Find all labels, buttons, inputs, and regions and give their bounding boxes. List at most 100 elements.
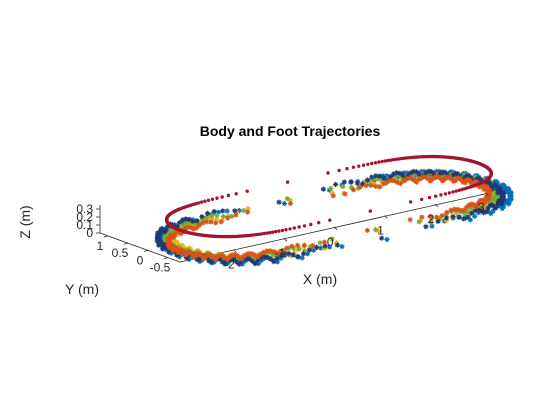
body-point (380, 159, 384, 164)
foot-point (209, 253, 215, 259)
foot-point (212, 256, 218, 262)
body-point (309, 222, 313, 227)
foot-point (333, 240, 339, 246)
body-point (292, 226, 296, 230)
series-1f3a73 (154, 168, 506, 267)
foot-point (186, 224, 192, 230)
foot-point (227, 254, 233, 260)
foot-point (488, 183, 494, 189)
foot-point (379, 235, 385, 241)
foot-point (220, 253, 226, 259)
foot-point (375, 176, 381, 182)
foot-point (448, 169, 454, 175)
body-point (302, 224, 307, 228)
foot-point (200, 220, 206, 226)
foot-point (452, 178, 458, 184)
foot-point (441, 177, 447, 183)
foot-point (244, 255, 250, 261)
foot-point (381, 181, 387, 187)
foot-point (394, 170, 400, 176)
body-point (460, 187, 464, 192)
foot-point (488, 211, 494, 217)
foot-point (197, 222, 203, 228)
foot-point (158, 239, 164, 245)
foot-point (397, 170, 403, 176)
foot-point (183, 216, 189, 222)
foot-point (480, 204, 486, 210)
foot-point (373, 183, 379, 189)
foot-point (369, 174, 375, 180)
foot-point (168, 232, 174, 238)
body-point (389, 158, 393, 162)
foot-point (428, 219, 434, 225)
body-point (317, 221, 321, 225)
foot-point (486, 196, 492, 202)
foot-point (189, 251, 195, 257)
body-point (285, 180, 290, 184)
foot-point (264, 254, 270, 260)
foot-point (296, 246, 302, 252)
foot-point (179, 217, 186, 223)
body-point (408, 200, 413, 204)
foot-point (387, 174, 393, 180)
foot-point (379, 178, 385, 184)
foot-point (160, 246, 166, 252)
foot-point (184, 225, 190, 231)
foot-point (313, 244, 320, 250)
foot-point (434, 214, 440, 220)
foot-point (271, 249, 277, 255)
foot-point (252, 261, 258, 267)
body-point (447, 191, 452, 195)
foot-point (225, 215, 231, 221)
foot-point (271, 259, 277, 265)
foot-point (463, 174, 469, 180)
foot-point (229, 252, 235, 258)
foot-point (199, 217, 205, 223)
foot-point (198, 252, 204, 258)
foot-point (322, 239, 328, 245)
foot-point (483, 209, 489, 215)
x-axis-label: X (m) (303, 271, 337, 287)
foot-point (232, 208, 238, 214)
foot-point (158, 226, 164, 232)
body-point (268, 231, 272, 235)
foot-point (384, 173, 390, 179)
foot-point (204, 219, 210, 225)
body-point (345, 167, 349, 171)
x-tick-mark (485, 192, 489, 196)
body-point (284, 228, 288, 232)
foot-point (489, 186, 495, 192)
foot-point (220, 213, 227, 220)
z-tick-label: 0.2 (76, 210, 93, 224)
foot-point (218, 252, 224, 258)
foot-point (494, 201, 501, 207)
foot-point (435, 218, 441, 224)
foot-point (441, 173, 447, 179)
y-tick-mark (143, 250, 149, 252)
foot-point (264, 248, 270, 254)
y-tick-mark (103, 235, 109, 238)
foot-point (456, 214, 462, 220)
foot-point (161, 229, 168, 235)
body-point (361, 163, 366, 167)
foot-point (171, 226, 177, 232)
foot-point (164, 245, 171, 251)
foot-point (255, 257, 261, 263)
x-tick-label: 1 (377, 223, 384, 237)
foot-point (190, 218, 196, 224)
foot-point (157, 228, 163, 234)
foot-point (175, 241, 181, 247)
foot-point (286, 251, 292, 257)
foot-point (496, 187, 502, 193)
foot-point (364, 177, 370, 183)
foot-point (426, 168, 432, 174)
foot-point (416, 219, 422, 225)
y-axis-label: Y (m) (65, 281, 99, 297)
z-tick-label: 0.3 (76, 202, 93, 216)
foot-point (368, 182, 374, 188)
foot-point (427, 214, 433, 220)
foot-point (218, 219, 224, 225)
foot-point (180, 244, 186, 250)
foot-point (206, 258, 212, 264)
body-point (197, 201, 201, 205)
